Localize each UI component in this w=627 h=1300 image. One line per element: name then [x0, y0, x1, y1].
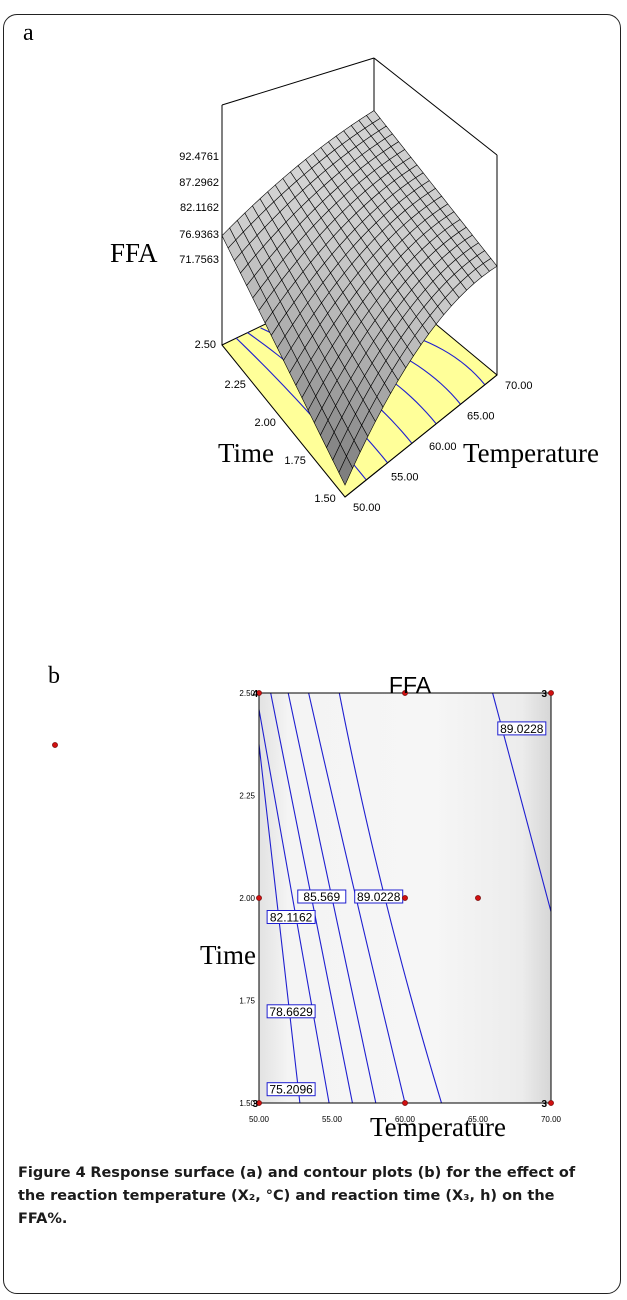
contour-label: 78.6629	[266, 1004, 316, 1019]
design-point	[402, 1100, 408, 1106]
design-point	[475, 895, 481, 901]
surface-y-tick: 1.75	[284, 455, 305, 467]
surface-z-tick: 76.9363	[179, 229, 219, 241]
response-surface-chart: 71.7563 76.9363 82.1162 87.2962 92.4761 1.50 1…	[110, 57, 599, 514]
contour-label-box	[297, 889, 347, 904]
surface-y-tick: 1.50	[314, 493, 335, 505]
figure-frame	[3, 14, 621, 1294]
design-point-count: 3	[541, 689, 547, 700]
contour-x-axis-title: Temperature	[370, 1112, 506, 1142]
design-point	[402, 895, 408, 901]
contour-line	[259, 706, 330, 1103]
contour-chart: 75.2096 78.6629 82.1162 85.569 89.0228 89.022…	[52, 672, 562, 1142]
box-edge	[221, 57, 375, 106]
surface-z-tick: 92.4761	[179, 151, 219, 163]
design-point	[256, 690, 262, 696]
contour-y-axis-title: Time	[200, 940, 256, 970]
figure-caption: Figure 4 Response surface (a) and contou…	[18, 1162, 603, 1231]
contour-y-tick: 1.75	[239, 997, 255, 1006]
contour-line	[259, 739, 301, 1103]
surface-z-tick: 71.7563	[179, 254, 219, 266]
design-point	[402, 690, 408, 696]
contour-label-box	[266, 910, 316, 924]
contour-label-text: 82.1162	[270, 911, 313, 925]
surface-y-tick: 2.25	[225, 379, 246, 391]
design-point	[256, 1100, 262, 1106]
design-point	[52, 742, 58, 748]
surface-z-tick: 82.1162	[180, 202, 219, 214]
surface-z-tick: 87.2962	[179, 177, 219, 189]
surface-x-axis-title: Temperature	[463, 438, 599, 468]
box-edge	[373, 57, 498, 156]
surface-x-tick: 55.00	[391, 472, 419, 484]
contour-label-text: 85.569	[303, 890, 340, 904]
design-point	[256, 895, 262, 901]
contour-y-tick: 1.50	[239, 1099, 255, 1108]
surface-box-front	[344, 374, 498, 498]
design-point-count: 4	[252, 689, 258, 700]
design-point	[548, 1100, 554, 1106]
design-point-count: 3	[252, 1099, 258, 1110]
contour-y-tick: 2.00	[239, 894, 255, 903]
contour-y-tick: 2.25	[239, 792, 255, 801]
design-point-count: 3	[541, 1099, 547, 1110]
surface-z-axis-title: FFA	[110, 238, 158, 268]
contour-label-text: 89.0228	[500, 722, 544, 736]
surface-y-tick: 2.00	[254, 417, 275, 429]
contour-x-tick: 70.00	[541, 1115, 562, 1124]
surface-x-tick: 70.00	[505, 380, 533, 392]
contour-label: 89.0228	[497, 721, 547, 736]
contour-label-text: 75.2096	[269, 1083, 313, 1097]
surface-y-axis-title: Time	[218, 438, 274, 468]
contour-x-tick: 65.00	[468, 1115, 489, 1124]
panel-a-label: a	[23, 20, 34, 46]
contour-label-box	[266, 1082, 316, 1097]
contour-label-box	[497, 721, 547, 736]
contour-label: 75.2096	[266, 1082, 316, 1097]
surface-mesh	[221, 110, 498, 486]
contour-label-text: 78.6629	[269, 1005, 313, 1019]
design-point	[548, 690, 554, 696]
contour-y-tick: 2.50	[239, 689, 255, 698]
contour-label-box	[266, 1004, 316, 1019]
contour-x-tick: 55.00	[322, 1115, 343, 1124]
surface-x-tick: 50.00	[353, 502, 381, 514]
contour-x-tick: 50.00	[249, 1115, 270, 1124]
surface-y-tick: 2.50	[195, 339, 216, 351]
caption-figure-label: Figure 4	[18, 1165, 86, 1181]
surface-mesh-cell	[338, 455, 353, 486]
surface-x-tick: 65.00	[467, 411, 495, 423]
box-edge	[344, 374, 498, 498]
caption-text: Response surface (a) and contour plots (…	[18, 1165, 576, 1227]
contour-x-tick: 60.00	[395, 1115, 416, 1124]
contour-label-text: 89.0228	[357, 890, 401, 904]
contour-label: 85.569	[297, 889, 347, 904]
contour-label: 89.0228	[354, 889, 404, 904]
contour-label: 82.1162	[266, 910, 316, 925]
panel-b-label: b	[48, 663, 60, 689]
contour-title: FFA	[389, 672, 432, 698]
surface-x-tick: 60.00	[429, 441, 457, 453]
